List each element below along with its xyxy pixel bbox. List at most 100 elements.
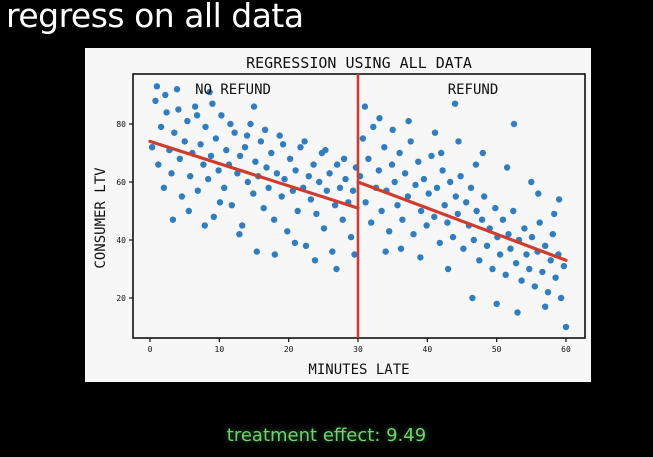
data-point bbox=[555, 196, 563, 203]
x-tick-label: 30 bbox=[353, 345, 363, 354]
data-point bbox=[209, 100, 216, 107]
data-point bbox=[200, 161, 207, 168]
data-point bbox=[405, 117, 412, 125]
data-point bbox=[243, 132, 251, 139]
data-point bbox=[469, 294, 476, 302]
data-point bbox=[218, 112, 225, 119]
data-point bbox=[201, 222, 208, 229]
data-point bbox=[396, 149, 403, 157]
data-point bbox=[552, 274, 559, 281]
data-point bbox=[542, 303, 549, 310]
data-point bbox=[311, 257, 319, 264]
data-point bbox=[178, 193, 186, 200]
lines-layer bbox=[148, 74, 568, 338]
data-point bbox=[362, 199, 369, 206]
data-point bbox=[547, 257, 554, 264]
data-point bbox=[420, 175, 428, 183]
data-point bbox=[191, 103, 199, 110]
data-point bbox=[551, 210, 558, 218]
data-point bbox=[528, 178, 535, 186]
data-point bbox=[536, 219, 543, 226]
data-point bbox=[316, 178, 323, 186]
data-point bbox=[531, 283, 538, 290]
data-point bbox=[463, 199, 470, 206]
data-point bbox=[236, 152, 244, 160]
data-point bbox=[460, 245, 467, 252]
data-point bbox=[221, 184, 228, 191]
data-point bbox=[483, 242, 491, 249]
data-point bbox=[492, 204, 499, 212]
data-point bbox=[423, 222, 430, 229]
data-point bbox=[250, 190, 257, 197]
data-point bbox=[169, 216, 177, 223]
data-point bbox=[368, 219, 375, 226]
data-point bbox=[518, 277, 525, 284]
data-point bbox=[479, 149, 486, 157]
data-point bbox=[187, 173, 194, 180]
data-point bbox=[436, 239, 443, 247]
points-layer bbox=[148, 83, 570, 331]
data-point bbox=[382, 248, 389, 255]
data-point bbox=[212, 135, 220, 142]
data-point bbox=[389, 126, 396, 133]
data-point bbox=[334, 161, 341, 168]
data-point bbox=[231, 129, 238, 136]
data-point bbox=[185, 207, 192, 215]
data-point bbox=[535, 190, 542, 197]
data-point bbox=[193, 112, 201, 119]
data-point bbox=[244, 178, 251, 186]
data-point bbox=[438, 149, 445, 157]
data-point bbox=[257, 138, 265, 145]
data-point bbox=[323, 187, 330, 194]
data-point bbox=[302, 242, 310, 249]
data-point bbox=[241, 144, 249, 151]
x-tick-label: 10 bbox=[215, 345, 225, 354]
data-point bbox=[512, 260, 520, 267]
data-point bbox=[451, 100, 459, 107]
data-point bbox=[489, 265, 496, 273]
data-point bbox=[157, 123, 165, 131]
data-point bbox=[499, 216, 507, 223]
data-point bbox=[505, 231, 512, 238]
data-point bbox=[388, 161, 396, 168]
data-point bbox=[194, 187, 201, 194]
data-point bbox=[286, 155, 294, 162]
data-point bbox=[539, 268, 546, 276]
data-point bbox=[399, 216, 406, 223]
y-tick-label: 60 bbox=[116, 178, 126, 187]
data-point bbox=[160, 184, 168, 191]
y-tick-label: 20 bbox=[116, 294, 126, 303]
data-point bbox=[502, 271, 509, 278]
data-point bbox=[391, 178, 398, 186]
data-point bbox=[263, 164, 270, 171]
data-point bbox=[351, 251, 358, 258]
data-point bbox=[526, 265, 533, 273]
data-point bbox=[148, 144, 156, 151]
data-point bbox=[210, 213, 217, 220]
data-point bbox=[273, 170, 281, 177]
scatter-chart: REGRESSION USING ALL DATA 0 10 20 30 40 50 60 2… bbox=[93, 54, 586, 378]
data-point bbox=[449, 233, 457, 241]
data-point bbox=[173, 86, 181, 93]
data-point bbox=[397, 245, 405, 252]
data-point bbox=[441, 202, 448, 209]
data-point bbox=[206, 88, 213, 96]
data-point bbox=[472, 161, 480, 168]
data-point bbox=[401, 170, 409, 177]
data-point bbox=[514, 309, 521, 316]
data-point bbox=[333, 265, 340, 273]
data-point bbox=[365, 155, 372, 162]
data-point bbox=[265, 184, 272, 191]
data-point bbox=[253, 248, 260, 255]
data-point bbox=[473, 207, 480, 215]
data-point bbox=[250, 103, 258, 110]
data-point bbox=[276, 132, 283, 139]
data-point bbox=[197, 141, 204, 148]
region-label-refund: REFUND bbox=[448, 82, 499, 98]
data-point bbox=[521, 225, 528, 232]
data-point bbox=[378, 207, 385, 215]
data-point bbox=[227, 120, 234, 128]
data-point bbox=[386, 228, 393, 235]
data-point bbox=[349, 187, 357, 194]
data-point bbox=[239, 222, 246, 229]
